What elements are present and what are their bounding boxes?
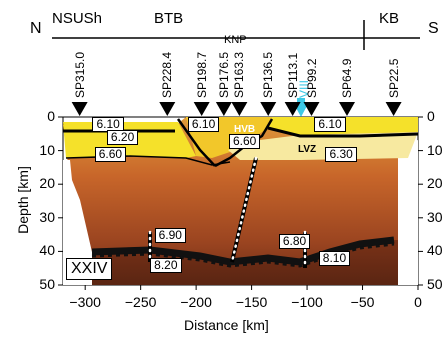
shotpoint-marker [339,102,355,116]
x-tick-label: −300 [69,294,101,310]
y-tick-label-right: 50 [427,276,443,292]
region-kb: KB [379,10,400,27]
knp-label: KNP [224,34,247,46]
x-axis-label: Distance [km] [184,317,269,333]
y-tick-label-left: 50 [39,276,55,292]
y-tick-label-right: 20 [427,175,443,192]
hvb-label: HVB [234,124,256,135]
shotpoint-marker [71,102,88,116]
y-tick-label-right: 0 [427,108,435,124]
shotpoint-label: SP176.5 [216,51,231,98]
shotpoint-marker [284,102,301,116]
region-btb: BTB [154,10,184,27]
shotpoint-marker [193,102,210,116]
velocity-label: 6.60 [94,146,127,162]
shotpoint-label: SP228.4 [160,51,175,98]
shotpoint-marker [260,102,277,116]
y-tick-label-left: 20 [39,175,55,192]
shotpoint-label: SP163.3 [232,51,247,98]
shotpoint-label: SP198.7 [194,51,209,98]
shotpoint-label: SP64.9 [340,58,354,98]
x-tick-label: −250 [124,294,157,310]
profile-label: XXIV [66,258,113,280]
y-tick-label-right: 10 [427,141,443,158]
velocity-label: 6.30 [325,146,357,162]
y-tick-label-right: 40 [427,242,443,259]
x-tick-label: −200 [180,294,212,310]
y-tick-label-left: 0 [47,108,55,124]
velocity-label: 8.10 [318,251,351,267]
y-tick-label-left: 10 [39,141,55,158]
velocity-label: 6.10 [314,116,346,132]
shotpoint-marker [159,102,176,116]
velocity-label: 6.80 [278,234,311,250]
lvz-zone [228,132,418,160]
shotpoint-label: SP315.0 [72,51,87,98]
x-tick-label: −50 [350,294,375,310]
shotpoint-label: SP22.5 [386,58,401,98]
x-tick-label: −100 [291,294,323,310]
lvz-label: LVZ [298,144,317,155]
velocity-label: 6.10 [187,116,220,132]
velocity-label: 6.60 [228,133,261,149]
shotpoint-marker [231,102,248,116]
x-tick-label: −150 [235,294,268,310]
shotpoint-marker [385,102,402,116]
x-tick-label: 0 [414,294,422,310]
y-tick-label-left: 40 [39,242,55,259]
moho-line [91,236,395,266]
north-label: N [30,20,42,37]
y-axis-label: Depth [km] [15,166,31,234]
y-tick-label-left: 30 [39,208,55,225]
shotpoint-label: SP99.2 [304,58,319,98]
velocity-label: 6.20 [106,130,139,146]
y-tick-label-right: 30 [427,208,443,225]
shotpoint-marker [303,102,320,116]
region-nsush: NSUSh [52,10,103,27]
velocity-label: 6.90 [154,227,186,243]
south-label: S [428,20,439,37]
shotpoint-marker [215,102,232,116]
shotpoint-label: SP136.5 [261,51,276,98]
velocity-label: 8.20 [150,257,182,273]
